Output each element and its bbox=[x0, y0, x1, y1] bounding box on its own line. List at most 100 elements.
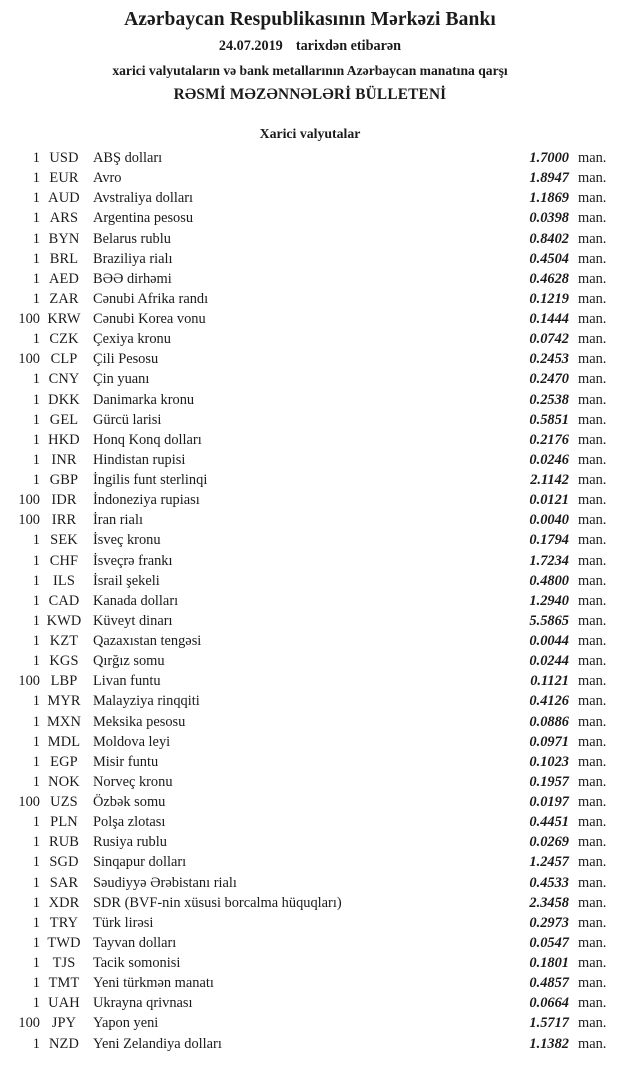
table-row: 1 ZAR Cənubi Afrika randı 0.1219 man. bbox=[0, 289, 620, 309]
currency-name: Danimarka kronu bbox=[93, 391, 195, 408]
table-row: 1 CAD Kanada dolları 1.2940 man. bbox=[0, 591, 620, 611]
bank-title: Azərbaycan Respublikasının Mərkəzi Bankı bbox=[124, 9, 496, 30]
currency-rate: 0.5851 bbox=[529, 411, 569, 428]
currency-unit-label: man. bbox=[578, 733, 607, 750]
currency-rate: 5.5865 bbox=[529, 612, 569, 629]
currency-quantity: 1 bbox=[32, 914, 40, 931]
table-row: 1 BYN Belarus rublu 0.8402 man. bbox=[0, 229, 620, 249]
currency-unit-label: man. bbox=[578, 311, 607, 327]
currency-name: Belarus rublu bbox=[93, 230, 171, 247]
currency-code: RUB bbox=[48, 834, 80, 851]
currency-rate: 1.2940 bbox=[529, 592, 569, 609]
currency-code: ZAR bbox=[49, 290, 79, 307]
currency-name: Gürcü larisi bbox=[93, 411, 162, 428]
currency-unit-label: man. bbox=[578, 371, 607, 388]
currency-code: GBP bbox=[49, 472, 79, 488]
table-row: 100 LBP Livan funtu 0.1121 man. bbox=[0, 671, 620, 691]
currency-rate: 0.1801 bbox=[529, 955, 569, 971]
currency-name: Tacik somonisi bbox=[93, 955, 181, 971]
table-row: 1 AUD Avstraliya dolları 1.1869 man. bbox=[0, 188, 620, 208]
table-row: 1 KGS Qırğız somu 0.0244 man. bbox=[0, 651, 620, 671]
table-row: 1 SAR Səudiyyə Ərəbistanı rialı 0.4533 man. bbox=[0, 873, 620, 893]
currency-quantity: 1 bbox=[32, 250, 40, 267]
currency-name: SDR (BVF-nin xüsusi borcalma hüquqları) bbox=[93, 894, 342, 911]
currency-unit-label: man. bbox=[578, 914, 607, 931]
currency-rate: 0.0197 bbox=[529, 794, 569, 810]
currency-name: Qazaxıstan tengəsi bbox=[93, 633, 202, 649]
currency-code: TJS bbox=[52, 955, 76, 971]
exchange-rate-rows: 1 USD ABŞ dolları 1.7000 man. 1 EUR Avro 1.8947 m… bbox=[0, 148, 620, 1054]
currency-rate: 1.8947 bbox=[529, 170, 569, 187]
currency-unit-label: man. bbox=[578, 693, 607, 710]
currency-code: NZD bbox=[48, 1035, 80, 1052]
currency-quantity: 1 bbox=[32, 270, 40, 287]
currency-unit-label: man. bbox=[578, 552, 607, 569]
currency-rate: 0.0971 bbox=[529, 733, 569, 750]
currency-name: İngilis funt sterlinqi bbox=[93, 472, 208, 488]
table-row: 1 USD ABŞ dolları 1.7000 man. bbox=[0, 148, 620, 168]
currency-name: ABŞ dolları bbox=[93, 150, 163, 166]
currency-name: Türk lirəsi bbox=[93, 914, 154, 931]
currency-rate: 0.0040 bbox=[529, 512, 569, 529]
table-row: 1 MDL Moldova leyi 0.0971 man. bbox=[0, 732, 620, 752]
currency-name: Honq Konq dolları bbox=[93, 431, 202, 448]
currency-code: NOK bbox=[48, 773, 80, 790]
currency-code: UAH bbox=[48, 995, 80, 1012]
currency-quantity: 100 bbox=[18, 492, 40, 509]
currency-name: Yapon yeni bbox=[93, 1015, 159, 1032]
currency-quantity: 1 bbox=[32, 975, 40, 992]
currency-unit-label: man. bbox=[578, 1035, 607, 1052]
currency-code: BYN bbox=[48, 230, 80, 247]
currency-quantity: 1 bbox=[32, 874, 40, 891]
currency-name: Braziliya rialı bbox=[93, 250, 173, 267]
currency-rate: 0.1957 bbox=[529, 773, 569, 790]
currency-name: Yeni türkmən manatı bbox=[93, 975, 214, 992]
currency-rate: 0.0398 bbox=[529, 210, 569, 227]
currency-name: İndoneziya rupiası bbox=[93, 492, 200, 509]
currency-code: ARS bbox=[49, 210, 79, 227]
currency-unit-label: man. bbox=[578, 331, 607, 348]
currency-name: Səudiyyə Ərəbistanı rialı bbox=[93, 874, 237, 891]
currency-name: İsveç kronu bbox=[93, 532, 161, 549]
table-row: 1 CHF İsveçrə frankı 1.7234 man. bbox=[0, 551, 620, 571]
currency-quantity: 1 bbox=[32, 733, 40, 750]
table-row: 100 IRR İran rialı 0.0040 man. bbox=[0, 510, 620, 530]
table-row: 1 NOK Norveç kronu 0.1957 man. bbox=[0, 772, 620, 792]
currency-unit-label: man. bbox=[578, 995, 607, 1012]
currency-name: Kanada dolları bbox=[93, 592, 179, 609]
currency-rate: 2.3458 bbox=[529, 894, 569, 911]
currency-unit-label: man. bbox=[578, 1015, 607, 1032]
currency-rate: 0.0886 bbox=[529, 713, 569, 730]
currency-unit-label: man. bbox=[578, 170, 607, 187]
currency-code: KZT bbox=[49, 633, 79, 649]
currency-quantity: 1 bbox=[32, 773, 40, 790]
currency-quantity: 1 bbox=[32, 411, 40, 428]
table-row: 100 JPY Yapon yeni 1.5717 man. bbox=[0, 1013, 620, 1033]
currency-unit-label: man. bbox=[578, 210, 607, 227]
currency-code: CHF bbox=[49, 552, 79, 569]
currency-quantity: 1 bbox=[32, 552, 40, 569]
currency-rate: 0.4126 bbox=[529, 693, 569, 710]
table-row: 1 CZK Çexiya kronu 0.0742 man. bbox=[0, 329, 620, 349]
table-row: 1 INR Hindistan rupisi 0.0246 man. bbox=[0, 450, 620, 470]
currency-code: SGD bbox=[49, 854, 79, 871]
currency-quantity: 1 bbox=[32, 814, 40, 831]
currency-name: Ukrayna qrivnası bbox=[93, 995, 193, 1012]
table-row: 1 MYR Malayziya rinqqiti 0.4126 man. bbox=[0, 691, 620, 711]
currency-code: LBP bbox=[50, 673, 78, 690]
bulletin-title: RƏSMİ MƏZƏNNƏLƏRİ BÜLLETENİ bbox=[173, 86, 447, 103]
currency-code: HKD bbox=[48, 431, 80, 448]
currency-quantity: 1 bbox=[32, 371, 40, 388]
currency-unit-label: man. bbox=[578, 250, 607, 267]
currency-quantity: 1 bbox=[32, 693, 40, 710]
currency-quantity: 1 bbox=[32, 472, 40, 488]
currency-code: KRW bbox=[47, 311, 81, 327]
currency-unit-label: man. bbox=[578, 773, 607, 790]
currency-rate: 2.1142 bbox=[530, 472, 569, 488]
currency-code: INR bbox=[51, 451, 77, 468]
currency-name: Tayvan dolları bbox=[93, 934, 177, 951]
currency-rate: 0.2176 bbox=[529, 431, 569, 448]
table-row: 1 BRL Braziliya rialı 0.4504 man. bbox=[0, 249, 620, 269]
effective-date-suffix: tarixdən etibarən bbox=[295, 38, 402, 54]
currency-code: IDR bbox=[51, 492, 77, 509]
